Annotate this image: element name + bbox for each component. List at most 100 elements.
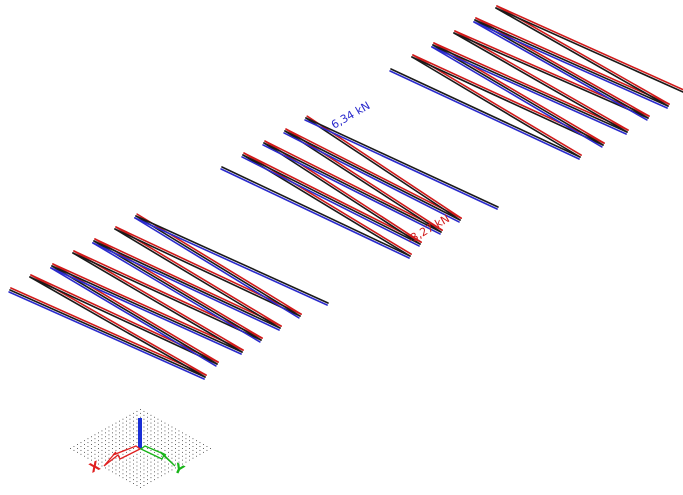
compression-diagram[interactable] <box>454 30 650 117</box>
tension-diagram[interactable] <box>473 21 668 109</box>
truss-member[interactable] <box>305 117 499 208</box>
truss-member[interactable] <box>411 56 581 158</box>
truss-member[interactable] <box>135 215 301 317</box>
compression-diagram[interactable] <box>94 238 263 339</box>
tension-diagram[interactable] <box>431 46 627 135</box>
tension-diagram[interactable] <box>304 119 498 210</box>
grid-dot <box>73 449 75 451</box>
truss-member[interactable] <box>72 252 243 353</box>
grid-dot <box>161 459 162 461</box>
compression-diagram[interactable] <box>285 128 443 231</box>
grid-dot <box>140 467 141 469</box>
grid-dot <box>161 440 162 442</box>
truss-member[interactable] <box>93 240 262 341</box>
tension-diagram[interactable] <box>92 242 280 331</box>
truss-member[interactable] <box>114 228 281 329</box>
grid-dot <box>98 436 99 438</box>
truss-member[interactable] <box>495 7 683 93</box>
tension-diagram[interactable] <box>220 168 410 259</box>
compression-diagram[interactable] <box>243 152 422 243</box>
tension-diagram[interactable] <box>262 144 441 235</box>
compression-diagram[interactable] <box>496 5 683 91</box>
grid-dot <box>143 430 145 432</box>
compression-diagram[interactable] <box>475 17 650 117</box>
truss-member[interactable] <box>432 44 628 133</box>
truss-member[interactable] <box>495 7 669 107</box>
compression-diagram[interactable] <box>30 274 219 363</box>
grid-dot <box>143 485 145 486</box>
tension-diagram[interactable] <box>389 70 580 160</box>
truss-member[interactable] <box>242 154 421 245</box>
tension-diagram[interactable] <box>431 46 603 148</box>
compression-diagram[interactable] <box>52 263 219 363</box>
truss-member[interactable] <box>9 289 206 378</box>
compression-diagram[interactable] <box>10 287 207 376</box>
grid-dot <box>105 432 106 434</box>
tension-diagram[interactable] <box>92 242 261 343</box>
compression-diagram[interactable] <box>264 140 422 243</box>
grid-dot <box>154 424 155 426</box>
truss-member[interactable] <box>29 276 206 378</box>
compression-diagram[interactable] <box>454 30 629 131</box>
grid-dot <box>189 444 190 445</box>
compression-diagram[interactable] <box>496 5 670 105</box>
grid-dot <box>175 451 176 453</box>
tension-diagram[interactable] <box>134 217 328 306</box>
grid-dot <box>157 422 159 424</box>
grid-dot <box>150 414 152 416</box>
truss-member[interactable] <box>263 142 421 245</box>
compression-diagram[interactable] <box>73 250 244 351</box>
tension-diagram[interactable] <box>134 217 300 319</box>
truss-member[interactable] <box>390 68 581 158</box>
grid-dot <box>171 446 173 447</box>
compression-diagram[interactable] <box>264 140 443 231</box>
truss-member[interactable] <box>284 130 461 221</box>
compression-diagram[interactable] <box>73 250 263 339</box>
truss-member[interactable] <box>93 240 281 329</box>
grid-dot <box>126 424 127 426</box>
truss-member[interactable] <box>453 32 649 119</box>
grid-dot <box>80 449 82 451</box>
truss-member[interactable] <box>51 265 243 353</box>
tension-diagram[interactable] <box>241 156 420 247</box>
tension-diagram[interactable] <box>283 132 460 223</box>
compression-diagram[interactable] <box>94 238 282 327</box>
truss-member[interactable] <box>114 228 301 317</box>
compression-diagram[interactable] <box>115 226 282 327</box>
compression-diagram[interactable] <box>52 263 244 351</box>
truss-member[interactable] <box>221 166 411 257</box>
truss-member[interactable] <box>474 19 669 107</box>
grid-dot <box>178 449 180 451</box>
compression-diagram[interactable] <box>475 17 670 105</box>
truss-member[interactable] <box>29 276 218 365</box>
truss-member[interactable] <box>474 19 649 119</box>
truss-member[interactable] <box>72 252 262 341</box>
grid-dot <box>140 416 141 418</box>
grid-dot <box>143 442 145 444</box>
truss-member[interactable] <box>305 117 461 221</box>
truss-member[interactable] <box>51 265 218 365</box>
tension-diagram[interactable] <box>8 291 205 380</box>
grid-dot <box>112 440 113 442</box>
truss-member[interactable] <box>135 215 329 304</box>
grid-dot <box>150 481 152 483</box>
truss-member[interactable] <box>284 130 442 233</box>
truss-member[interactable] <box>432 44 604 146</box>
truss-member[interactable] <box>411 56 604 146</box>
grid-dot <box>136 438 138 440</box>
truss-member[interactable] <box>263 142 442 233</box>
compression-diagram[interactable] <box>285 128 462 219</box>
truss-member[interactable] <box>453 32 628 133</box>
compression-diagram[interactable] <box>433 42 629 131</box>
compression-diagram[interactable] <box>412 54 582 156</box>
tension-diagram[interactable] <box>50 267 217 367</box>
tension-diagram[interactable] <box>473 21 648 121</box>
grid-dot <box>112 467 113 469</box>
tension-diagram[interactable] <box>50 267 242 355</box>
grid-dot <box>94 461 96 463</box>
grid-dot <box>126 471 127 473</box>
compression-diagram[interactable] <box>412 54 605 144</box>
grid-dot <box>161 428 162 430</box>
